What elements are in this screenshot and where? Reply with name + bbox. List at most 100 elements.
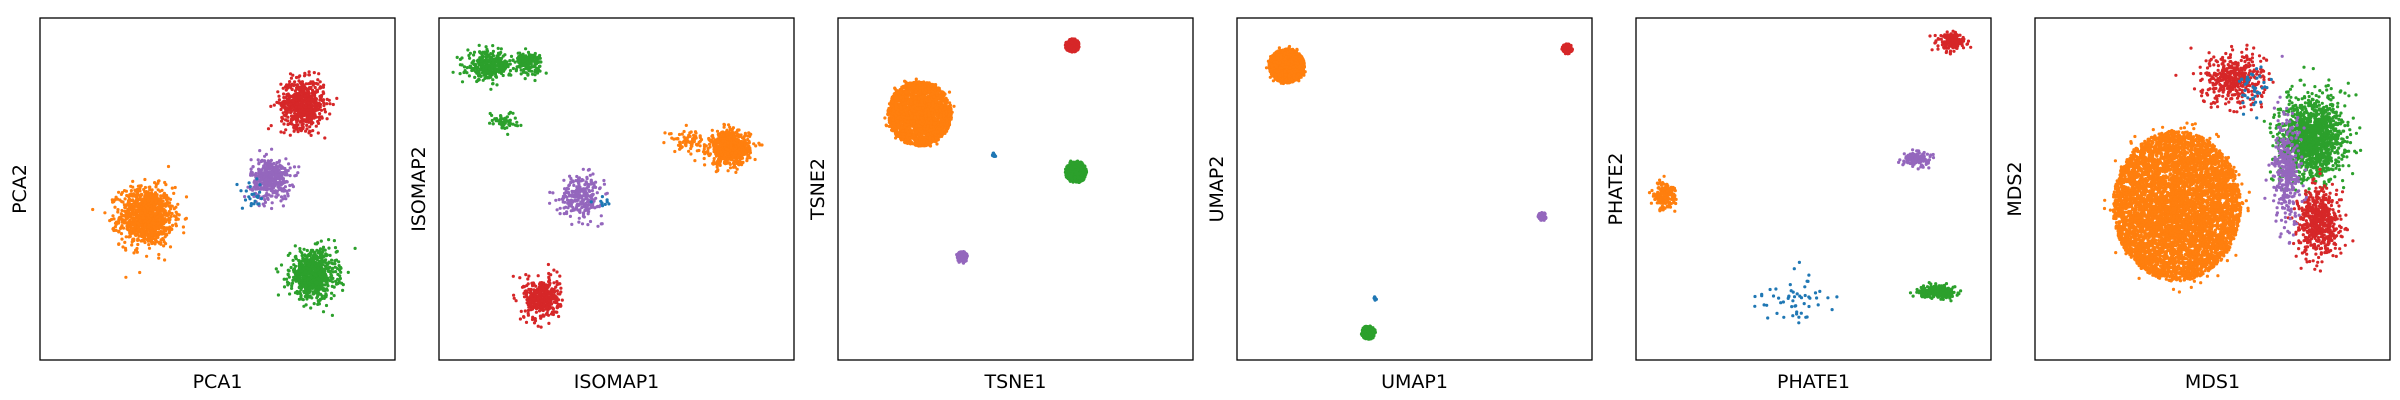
data-point-purple — [586, 185, 591, 189]
data-point-red — [280, 119, 284, 123]
data-point-purple — [595, 191, 599, 195]
data-point-purple — [282, 170, 286, 175]
data-point-orange — [116, 210, 120, 214]
data-point-orange — [170, 211, 174, 216]
data-point-orange — [745, 157, 749, 161]
data-point-purple — [258, 149, 262, 153]
data-point-purple — [563, 187, 567, 191]
data-point-orange — [130, 198, 134, 202]
data-point-green — [482, 64, 486, 68]
data-point-green — [334, 279, 338, 283]
data-point-orange — [752, 142, 756, 146]
data-point-green — [288, 292, 292, 296]
data-point-green — [480, 58, 484, 63]
data-point-orange — [137, 204, 141, 208]
data-point-blue — [258, 190, 262, 194]
data-point-green — [327, 260, 331, 264]
data-point-orange — [150, 236, 154, 240]
data-point-red — [280, 104, 284, 109]
data-point-purple — [286, 194, 290, 198]
data-point-green — [276, 270, 280, 274]
data-point-purple — [273, 180, 277, 184]
data-point-green — [492, 69, 496, 74]
data-point-red — [552, 281, 556, 285]
data-point-orange — [113, 205, 117, 209]
data-point-orange — [138, 270, 142, 275]
data-point-purple — [273, 183, 277, 187]
data-point-purple — [579, 179, 584, 183]
data-point-orange — [689, 152, 693, 156]
data-point-green — [340, 281, 344, 285]
data-point-orange — [748, 146, 752, 150]
data-point-purple — [572, 183, 576, 187]
data-point-orange — [716, 151, 720, 156]
data-point-green — [504, 66, 508, 70]
data-point-green — [488, 70, 492, 74]
data-point-purple — [288, 166, 292, 170]
data-point-green — [544, 71, 548, 75]
data-point-orange — [719, 134, 723, 138]
data-point-red — [545, 305, 549, 309]
data-point-orange — [129, 224, 133, 228]
data-point-red — [555, 310, 559, 314]
data-point-green — [508, 59, 512, 63]
data-point-green — [297, 271, 301, 275]
data-point-purple — [567, 203, 571, 207]
data-point-green — [297, 259, 301, 263]
data-point-orange — [698, 144, 702, 148]
data-point-purple — [577, 216, 581, 220]
data-point-red — [304, 129, 308, 133]
data-point-purple — [562, 178, 566, 182]
data-point-orange — [718, 147, 722, 151]
data-point-blue — [248, 197, 252, 201]
data-point-green — [508, 62, 512, 66]
data-point-orange — [127, 210, 131, 214]
data-point-red — [538, 281, 542, 285]
data-point-green — [302, 304, 306, 308]
data-point-green — [519, 72, 523, 76]
data-point-green — [458, 63, 462, 67]
data-point-green — [311, 292, 315, 296]
data-point-orange — [168, 229, 172, 233]
data-point-green — [473, 75, 477, 79]
data-point-green — [472, 53, 476, 57]
data-point-green — [332, 294, 336, 298]
data-point-green — [309, 306, 313, 310]
data-point-red — [538, 290, 542, 294]
data-point-green — [282, 277, 286, 281]
data-point-red — [511, 274, 515, 278]
data-point-orange — [733, 141, 738, 145]
data-point-purple — [296, 171, 300, 175]
data-point-red — [531, 281, 536, 285]
data-point-orange — [160, 232, 164, 236]
data-point-green — [499, 47, 503, 51]
data-point-red — [328, 102, 332, 106]
data-point-orange — [694, 142, 699, 147]
data-point-purple — [577, 196, 581, 200]
data-point-green — [316, 299, 320, 303]
data-point-green — [514, 69, 518, 73]
data-point-orange — [151, 208, 156, 212]
data-point-green — [330, 284, 334, 288]
data-point-orange — [676, 143, 681, 147]
data-point-orange — [124, 213, 129, 217]
data-point-orange — [717, 158, 722, 162]
data-point-orange — [733, 151, 738, 155]
data-point-green — [515, 65, 519, 69]
data-point-purple — [577, 181, 581, 185]
data-point-orange — [137, 226, 141, 230]
data-point-purple — [565, 195, 569, 199]
data-point-red — [296, 118, 300, 122]
data-point-green — [303, 283, 308, 287]
data-point-purple — [276, 193, 280, 197]
data-point-orange — [164, 242, 168, 246]
data-point-red — [283, 99, 287, 103]
data-point-green — [463, 69, 467, 73]
data-point-green — [455, 55, 459, 60]
data-point-orange — [723, 160, 727, 164]
data-point-orange — [143, 177, 147, 182]
data-point-green — [467, 53, 471, 58]
data-point-orange — [723, 152, 728, 156]
data-point-red — [554, 285, 558, 289]
